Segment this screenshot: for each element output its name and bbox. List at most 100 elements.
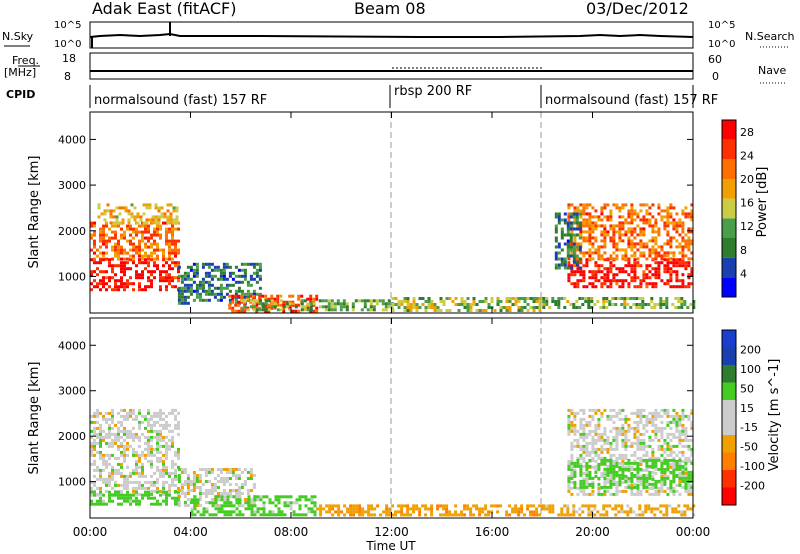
heatmap-cell-1-2 xyxy=(204,492,208,495)
heatmap-cell-0-9 xyxy=(630,215,634,219)
heatmap-cell-0-9 xyxy=(573,218,577,222)
heatmap-cell-0-1 xyxy=(114,233,117,237)
heatmap-cell-1-6 xyxy=(606,447,610,451)
heatmap-cell-0-3 xyxy=(258,265,262,269)
heatmap-cell-0-1 xyxy=(138,230,141,234)
heatmap-cell-1-6 xyxy=(651,420,655,424)
heatmap-cell-0-9 xyxy=(687,212,691,216)
heatmap-cell-0-5 xyxy=(243,299,247,303)
heatmap-cell-0-6 xyxy=(508,309,512,312)
heatmap-cell-1-0 xyxy=(141,468,144,472)
heatmap-cell-0-9 xyxy=(567,257,571,261)
heatmap-cell-1-0 xyxy=(120,408,123,412)
heatmap-cell-1-6 xyxy=(654,426,658,430)
heatmap-cell-0-3 xyxy=(207,280,211,284)
heatmap-cell-0-5 xyxy=(270,305,274,309)
heatmap-cell-0-9 xyxy=(690,239,694,243)
heatmap-cell-1-0 xyxy=(96,465,99,469)
heatmap-cell-0-9 xyxy=(642,203,646,207)
heatmap-cell-0-9 xyxy=(621,224,625,228)
heatmap-cell-0-4 xyxy=(309,297,313,301)
heatmap-cell-1-3 xyxy=(232,504,236,508)
heatmap-cell-0-9 xyxy=(663,221,667,225)
heatmap-cell-1-0 xyxy=(168,474,171,478)
heatmap-cell-0-5 xyxy=(273,302,277,306)
heatmap-cell-1-3 xyxy=(247,504,251,508)
heatmap-cell-0-6 xyxy=(532,300,536,303)
heatmap-cell-0-6 xyxy=(403,306,407,309)
heatmap-cell-1-6 xyxy=(585,477,589,481)
heatmap-cell-0-8 xyxy=(657,270,661,274)
heatmap-cell-1-6 xyxy=(672,435,676,439)
heatmap-cell-1-0 xyxy=(129,429,132,433)
heatmap-cell-0-1 xyxy=(132,236,135,240)
heatmap-cell-0-9 xyxy=(588,218,592,222)
heatmap-cell-0-0 xyxy=(111,276,114,280)
heatmap-cell-1-2 xyxy=(186,498,190,501)
heatmap-cell-1-2 xyxy=(213,477,217,480)
velocity-cells xyxy=(90,408,696,517)
heatmap-cell-0-1 xyxy=(165,233,168,237)
heatmap-cell-0-8 xyxy=(591,270,595,274)
heatmap-cell-0-3 xyxy=(225,262,229,266)
heatmap-cell-1-0 xyxy=(174,408,177,412)
heatmap-cell-0-0 xyxy=(144,288,147,292)
heatmap-cell-1-0 xyxy=(138,459,141,463)
heatmap-cell-0-8 xyxy=(678,264,682,268)
power-colorbar-swatch-1 xyxy=(722,257,736,278)
heatmap-cell-0-8 xyxy=(582,276,586,280)
heatmap-cell-0-9 xyxy=(624,203,628,207)
heatmap-cell-0-10 xyxy=(572,260,576,264)
heatmap-cell-1-2 xyxy=(207,468,211,471)
heatmap-cell-0-0 xyxy=(123,285,126,289)
heatmap-cell-0-9 xyxy=(585,236,589,240)
heatmap-cell-1-6 xyxy=(603,447,607,451)
heatmap-cell-0-5 xyxy=(387,305,391,309)
heatmap-cell-1-6 xyxy=(663,438,667,442)
heatmap-cell-0-6 xyxy=(457,309,461,312)
heatmap-cell-1-6 xyxy=(678,483,682,487)
heatmap-cell-1-3 xyxy=(262,513,266,517)
heatmap-cell-0-3 xyxy=(219,289,223,293)
heatmap-cell-0-6 xyxy=(520,309,524,312)
heatmap-cell-1-4 xyxy=(499,504,503,508)
heatmap-cell-1-6 xyxy=(603,441,607,445)
heatmap-cell-0-1 xyxy=(144,254,147,258)
heatmap-cell-0-2 xyxy=(169,212,173,216)
heatmap-cell-0-9 xyxy=(591,227,595,231)
heatmap-cell-0-7 xyxy=(605,300,609,303)
heatmap-cell-1-1 xyxy=(96,499,99,503)
heatmap-cell-0-0 xyxy=(120,276,123,280)
heatmap-cell-0-9 xyxy=(615,248,619,252)
heatmap-cell-1-6 xyxy=(672,414,676,418)
heatmap-cell-1-0 xyxy=(90,450,93,454)
heatmap-cell-1-6 xyxy=(684,438,688,442)
heatmap-cell-0-9 xyxy=(585,203,589,207)
heatmap-cell-1-0 xyxy=(111,438,114,442)
heatmap-cell-1-5 xyxy=(614,504,618,508)
heatmap-cell-0-3 xyxy=(204,262,208,266)
heatmap-cell-0-8 xyxy=(603,279,607,283)
heatmap-cell-1-6 xyxy=(660,444,664,448)
heatmap-cell-1-6 xyxy=(639,492,643,496)
heatmap-cell-0-9 xyxy=(603,251,607,255)
heatmap-cell-0-9 xyxy=(618,209,622,213)
heatmap-cell-0-9 xyxy=(597,257,601,261)
heatmap-cell-0-9 xyxy=(627,257,631,261)
heatmap-cell-0-9 xyxy=(681,251,685,255)
heatmap-cell-0-9 xyxy=(684,215,688,219)
heatmap-cell-0-8 xyxy=(651,273,655,277)
heatmap-cell-0-7 xyxy=(584,300,588,303)
heatmap-cell-1-0 xyxy=(99,441,102,445)
heatmap-cell-0-6 xyxy=(421,303,425,306)
heatmap-cell-1-0 xyxy=(159,456,162,460)
heatmap-cell-1-6 xyxy=(651,429,655,433)
heatmap-cell-1-0 xyxy=(147,447,150,451)
heatmap-cell-1-4 xyxy=(496,504,500,508)
heatmap-cell-1-6 xyxy=(687,456,691,460)
heatmap-cell-0-10 xyxy=(569,254,573,258)
heatmap-cell-0-1 xyxy=(147,230,150,234)
heatmap-cell-0-7 xyxy=(659,297,663,300)
heatmap-cell-0-9 xyxy=(603,233,607,237)
heatmap-cell-0-10 xyxy=(557,215,561,219)
